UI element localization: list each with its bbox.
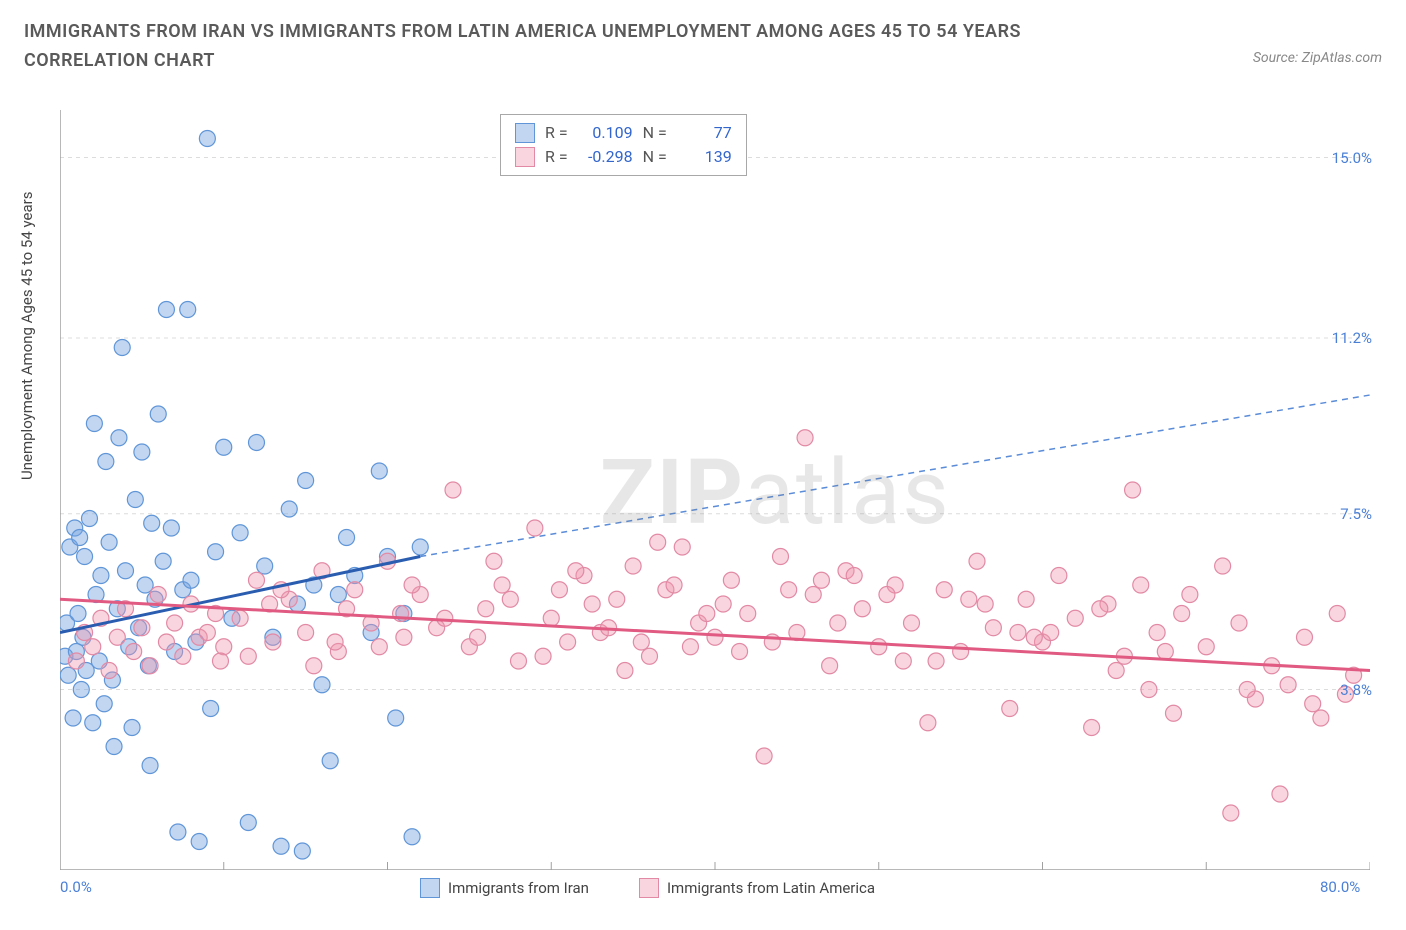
scatter-chart: ZIPatlas R = 0.109 N = 77 R = -0.298 N =…	[60, 110, 1370, 870]
chart-title: IMMIGRANTS FROM IRAN VS IMMIGRANTS FROM …	[24, 18, 1124, 76]
y-tick-label: 11.2%	[1332, 329, 1372, 347]
bottom-legend: Immigrants from Iran Immigrants from Lat…	[420, 878, 875, 898]
swatch-iran	[515, 123, 535, 143]
legend-item-latin: Immigrants from Latin America	[639, 878, 875, 898]
stats-row-latin: R = -0.298 N = 139	[515, 145, 732, 169]
swatch-latin-icon	[639, 878, 659, 898]
stats-row-iran: R = 0.109 N = 77	[515, 121, 732, 145]
x-tick-label: 0.0%	[60, 878, 92, 896]
legend-item-iran: Immigrants from Iran	[420, 878, 589, 898]
swatch-latin	[515, 147, 535, 167]
source-attribution: Source: ZipAtlas.com	[1253, 50, 1382, 66]
y-tick-label: 15.0%	[1332, 149, 1372, 167]
y-axis-label: Unemployment Among Ages 45 to 54 years	[18, 192, 36, 480]
x-tick-label: 80.0%	[1320, 878, 1360, 896]
stats-legend-box: R = 0.109 N = 77 R = -0.298 N = 139	[500, 114, 747, 176]
swatch-iran-icon	[420, 878, 440, 898]
plot-svg	[60, 110, 1370, 870]
y-tick-label: 3.8%	[1340, 681, 1372, 699]
y-tick-label: 7.5%	[1340, 505, 1372, 523]
